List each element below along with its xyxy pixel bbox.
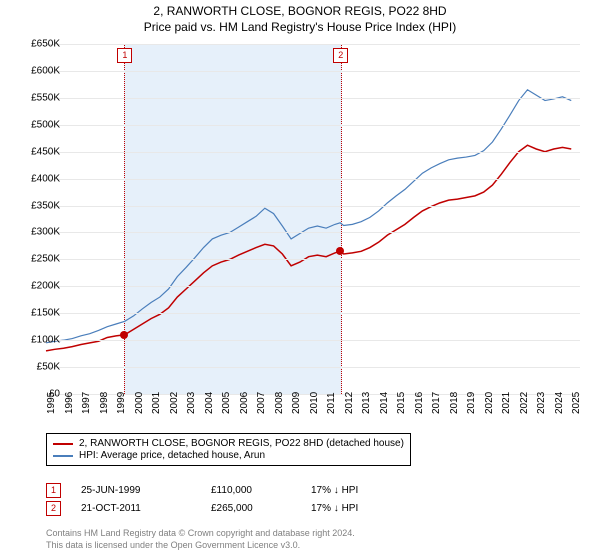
transaction-date-1: 25-JUN-1999 xyxy=(81,485,211,496)
y-axis-label: £200K xyxy=(18,281,60,292)
gridline xyxy=(46,259,580,260)
x-axis-label: 2013 xyxy=(361,392,372,414)
transaction-delta-1: 17% ↓ HPI xyxy=(311,485,381,496)
x-axis-label: 2009 xyxy=(291,392,302,414)
legend-box: 2, RANWORTH CLOSE, BOGNOR REGIS, PO22 8H… xyxy=(46,433,411,466)
gridline xyxy=(46,179,580,180)
transaction-row-1: 1 25-JUN-1999 £110,000 17% ↓ HPI xyxy=(46,483,381,498)
y-axis-label: £300K xyxy=(18,227,60,238)
x-axis-label: 2016 xyxy=(414,392,425,414)
legend-row-hpi: HPI: Average price, detached house, Arun xyxy=(53,450,404,461)
x-axis-label: 2018 xyxy=(449,392,460,414)
x-axis-label: 2011 xyxy=(326,392,337,414)
gridline xyxy=(46,206,580,207)
gridline xyxy=(46,367,580,368)
y-axis-label: £100K xyxy=(18,335,60,346)
gridline xyxy=(46,313,580,314)
chart-title-line2: Price paid vs. HM Land Registry's House … xyxy=(0,20,600,34)
x-axis-label: 2019 xyxy=(466,392,477,414)
y-axis-label: £150K xyxy=(18,308,60,319)
legend-label-hpi: HPI: Average price, detached house, Arun xyxy=(79,450,265,461)
chart-transaction-flag: 2 xyxy=(333,48,348,63)
transaction-dot xyxy=(336,247,344,255)
y-axis-label: £250K xyxy=(18,254,60,265)
gridline xyxy=(46,286,580,287)
gridline xyxy=(46,152,580,153)
chart-container: 2, RANWORTH CLOSE, BOGNOR REGIS, PO22 8H… xyxy=(0,0,600,560)
transaction-flag-1: 1 xyxy=(46,483,61,498)
x-axis-label: 2001 xyxy=(151,392,162,414)
legend-row-property: 2, RANWORTH CLOSE, BOGNOR REGIS, PO22 8H… xyxy=(53,438,404,449)
gridline xyxy=(46,340,580,341)
x-axis-label: 1997 xyxy=(81,392,92,414)
x-axis-label: 2005 xyxy=(221,392,232,414)
x-axis-label: 2025 xyxy=(571,392,582,414)
x-axis-label: 2022 xyxy=(519,392,530,414)
x-axis-label: 2003 xyxy=(186,392,197,414)
x-axis-label: 2012 xyxy=(344,392,355,414)
y-axis-label: £400K xyxy=(18,173,60,184)
x-axis-label: 2024 xyxy=(554,392,565,414)
transaction-price-1: £110,000 xyxy=(211,485,311,496)
series-line-property xyxy=(46,145,571,351)
gridline xyxy=(46,44,580,45)
legend-swatch-property xyxy=(53,443,73,445)
x-axis-label: 2014 xyxy=(379,392,390,414)
y-axis-label: £600K xyxy=(18,65,60,76)
y-axis-label: £450K xyxy=(18,146,60,157)
chart-transaction-flag: 1 xyxy=(117,48,132,63)
legend-swatch-hpi xyxy=(53,455,73,457)
title-block: 2, RANWORTH CLOSE, BOGNOR REGIS, PO22 8H… xyxy=(0,0,600,34)
y-axis-label: £650K xyxy=(18,39,60,50)
attribution-line1: Contains HM Land Registry data © Crown c… xyxy=(46,528,355,540)
y-axis-label: £500K xyxy=(18,119,60,130)
transaction-row-2: 2 21-OCT-2011 £265,000 17% ↓ HPI xyxy=(46,501,381,516)
attribution-line2: This data is licensed under the Open Gov… xyxy=(46,540,355,552)
gridline xyxy=(46,125,580,126)
transaction-price-2: £265,000 xyxy=(211,503,311,514)
x-axis-label: 1998 xyxy=(99,392,110,414)
chart-plot-area: 12 xyxy=(46,44,580,395)
y-axis-label: £350K xyxy=(18,200,60,211)
x-axis-label: 2000 xyxy=(134,392,145,414)
transaction-date-2: 21-OCT-2011 xyxy=(81,503,211,514)
x-axis-label: 2006 xyxy=(239,392,250,414)
x-axis-label: 1996 xyxy=(64,392,75,414)
gridline xyxy=(46,98,580,99)
x-axis-label: 2017 xyxy=(431,392,442,414)
gridline xyxy=(46,71,580,72)
y-axis-label: £50K xyxy=(18,362,60,373)
plot-svg xyxy=(46,44,580,394)
x-axis-label: 2004 xyxy=(204,392,215,414)
x-axis-label: 2008 xyxy=(274,392,285,414)
x-axis-label: 2020 xyxy=(484,392,495,414)
x-axis-label: 1995 xyxy=(46,392,57,414)
x-axis-label: 2010 xyxy=(309,392,320,414)
attribution-text: Contains HM Land Registry data © Crown c… xyxy=(46,528,355,551)
x-axis-label: 2021 xyxy=(501,392,512,414)
series-line-hpi xyxy=(46,90,571,343)
gridline xyxy=(46,232,580,233)
transaction-table: 1 25-JUN-1999 £110,000 17% ↓ HPI 2 21-OC… xyxy=(46,480,381,519)
transaction-dot xyxy=(120,331,128,339)
x-axis-label: 2023 xyxy=(536,392,547,414)
x-axis-label: 1999 xyxy=(116,392,127,414)
legend-label-property: 2, RANWORTH CLOSE, BOGNOR REGIS, PO22 8H… xyxy=(79,438,404,449)
x-axis-label: 2002 xyxy=(169,392,180,414)
y-axis-label: £550K xyxy=(18,92,60,103)
transaction-flag-2: 2 xyxy=(46,501,61,516)
chart-title-line1: 2, RANWORTH CLOSE, BOGNOR REGIS, PO22 8H… xyxy=(0,4,600,18)
x-axis-label: 2007 xyxy=(256,392,267,414)
x-axis-label: 2015 xyxy=(396,392,407,414)
transaction-delta-2: 17% ↓ HPI xyxy=(311,503,381,514)
